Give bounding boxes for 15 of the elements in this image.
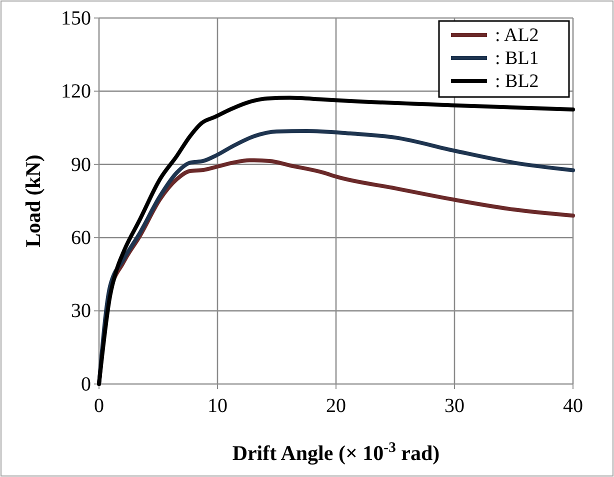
y-tick-label: 120: [61, 80, 91, 103]
x-axis-title: Drift Angle (× 10$^{-3}$ rad): [232, 440, 440, 465]
x-tick-label: 20: [326, 395, 346, 417]
x-tick-label: 40: [563, 395, 583, 417]
y-tick-label: 30: [71, 300, 91, 322]
x-tick-label: 10: [208, 395, 228, 417]
y-tick-label: 90: [71, 154, 91, 176]
y-tick-label: 150: [61, 7, 91, 30]
y-tick-label: 0: [81, 373, 91, 396]
legend-label: : BL1: [495, 48, 539, 69]
x-tick-label: 30: [444, 395, 464, 417]
y-tick-label: 60: [71, 227, 91, 249]
legend-label: : AL2: [495, 25, 539, 46]
legend-label: : BL2: [495, 71, 539, 92]
y-axis-title: Load (kN): [21, 154, 45, 248]
